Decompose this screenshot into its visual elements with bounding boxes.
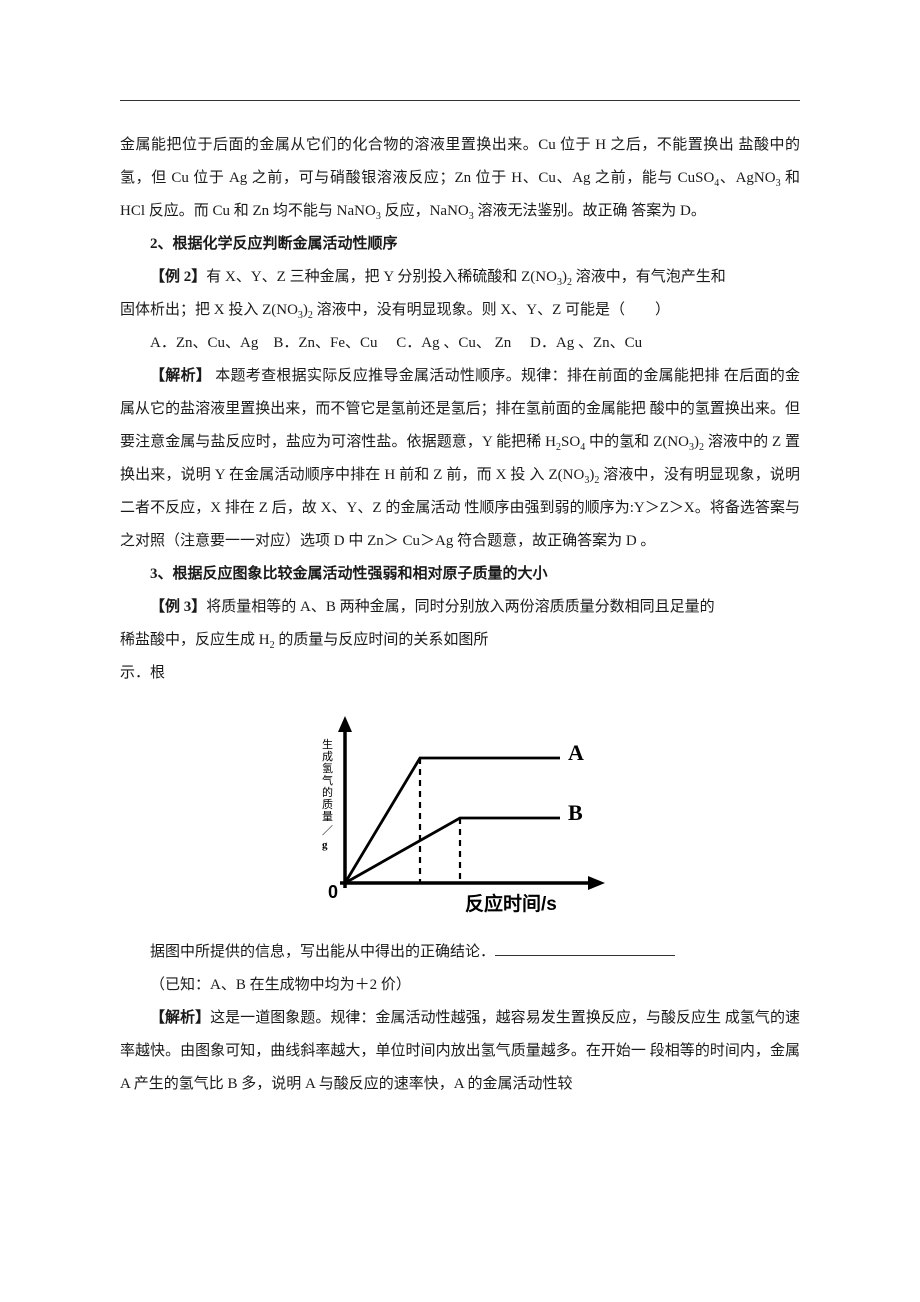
y-axis-label: 生 成 氢 气 的 质 量 ／ g	[322, 737, 336, 851]
option-d: D．Ag 、Zn、Cu	[530, 335, 642, 351]
text: 、AgNO	[719, 170, 775, 186]
x-axis-arrow	[588, 876, 605, 890]
example-3: 【例 3】将质量相等的 A、B 两种金属，同时分别放入两份溶质质量分数相同且足量…	[120, 591, 800, 624]
text: CuSO	[678, 170, 715, 186]
subscript: 4	[580, 442, 585, 453]
analysis-label: 【解析】	[150, 368, 211, 384]
heading-2: 2、根据化学反应判断金属活动性顺序	[120, 228, 800, 261]
document-page: 金属能把位于后面的金属从它们的化合物的溶液里置换出来。Cu 位于 H 之后，不能…	[0, 0, 920, 1302]
text: 答案为 D。	[631, 203, 706, 219]
example-3-line2: 稀盐酸中，反应生成 H2 的质量与反应时间的关系如图所	[120, 624, 800, 657]
example-2: 【例 2】有 X、Y、Z 三种金属，把 Y 分别投入稀硫酸和 Z(NO3)2 溶…	[120, 261, 800, 294]
example-3-line3: 示．根	[120, 657, 800, 690]
x-axis-label: 反应时间/s	[465, 892, 557, 915]
reaction-chart: A B 0 生 成 氢 气 的 质 量 ／ g 反应时间/s	[300, 708, 630, 918]
text: SO	[561, 434, 580, 450]
answer-blank	[495, 942, 675, 957]
known-note: （已知：A、B 在生成物中均为＋2 价）	[120, 969, 800, 1002]
option-a: A．Zn、Cu、Ag	[150, 335, 258, 351]
example-2-line2: 固体析出；把 X 投入 Z(NO3)2 溶液中，没有明显现象。则 X、Y、Z 可…	[120, 294, 800, 327]
analysis-label: 【解析】	[150, 1010, 210, 1026]
text: 金属能把位于后面的金属从它们的化合物的溶液里置换出来。Cu 位于 H 之后，不能…	[120, 137, 734, 153]
text: 溶液无法鉴别。故正确	[474, 203, 628, 219]
text: Cu＞Ag 符合题意，故正确答案为 D 。	[403, 533, 656, 549]
series-b-label: B	[568, 800, 583, 825]
text: 有 X、Y、Z 三种金属，把 Y 分别投入稀硫酸和 Z(NO	[206, 269, 557, 285]
origin-label: 0	[328, 882, 338, 902]
example-2-options: A．Zn、Cu、Ag B．Zn、Fe、Cu C．Ag 、Cu、 Zn D．Ag …	[120, 327, 800, 360]
example-label: 【例 3】	[150, 599, 206, 615]
heading-3: 3、根据反应图象比较金属活动性强弱和相对原子质量的大小	[120, 558, 800, 591]
option-b: B．Zn、Fe、Cu	[273, 335, 377, 351]
paragraph-continuation: 金属能把位于后面的金属从它们的化合物的溶液里置换出来。Cu 位于 H 之后，不能…	[120, 129, 800, 228]
text: 这是一道图象题。规律：金属活动性越强，越容易发生置换反应，与酸反应生	[210, 1010, 721, 1026]
series-a-label: A	[568, 740, 584, 765]
text: 本题考查根据实际反应推导金属活动性顺序。规律：排在前面的金属能把排	[211, 368, 720, 384]
analysis-2: 【解析】 本题考查根据实际反应推导金属活动性顺序。规律：排在前面的金属能把排 在…	[120, 360, 800, 558]
after-figure-line: 据图中所提供的信息，写出能从中得出的正确结论．	[120, 936, 800, 969]
analysis-3: 【解析】这是一道图象题。规律：金属活动性越强，越容易发生置换反应，与酸反应生 成…	[120, 1002, 800, 1101]
example-label: 【例 2】	[150, 269, 206, 285]
text: 中的氢和 Z(NO	[589, 434, 689, 450]
text: 将质量相等的 A、B 两种金属，同时分别放入两份溶质质量分数相同且足量的	[206, 599, 714, 615]
option-c: C．Ag 、Cu、 Zn	[396, 335, 511, 351]
text: 的质量与反应时间的关系如图所	[275, 632, 489, 648]
text: 反应，NaNO	[381, 203, 469, 219]
text: 稀盐酸中，反应生成 H	[120, 632, 270, 648]
chart-figure: A B 0 生 成 氢 气 的 质 量 ／ g 反应时间/s	[300, 708, 800, 918]
text: 固体析出；把 X 投入 Z(NO	[120, 302, 298, 318]
text: 溶液中，有气泡产生和	[572, 269, 726, 285]
text: 溶液中，没有明显现象。则 X、Y、Z 可能是（ ）	[313, 302, 670, 318]
top-rule	[120, 100, 800, 101]
y-axis-arrow	[338, 716, 352, 732]
text: 据图中所提供的信息，写出能从中得出的正确结论．	[150, 944, 495, 960]
text: 入 Z(NO	[529, 467, 584, 483]
